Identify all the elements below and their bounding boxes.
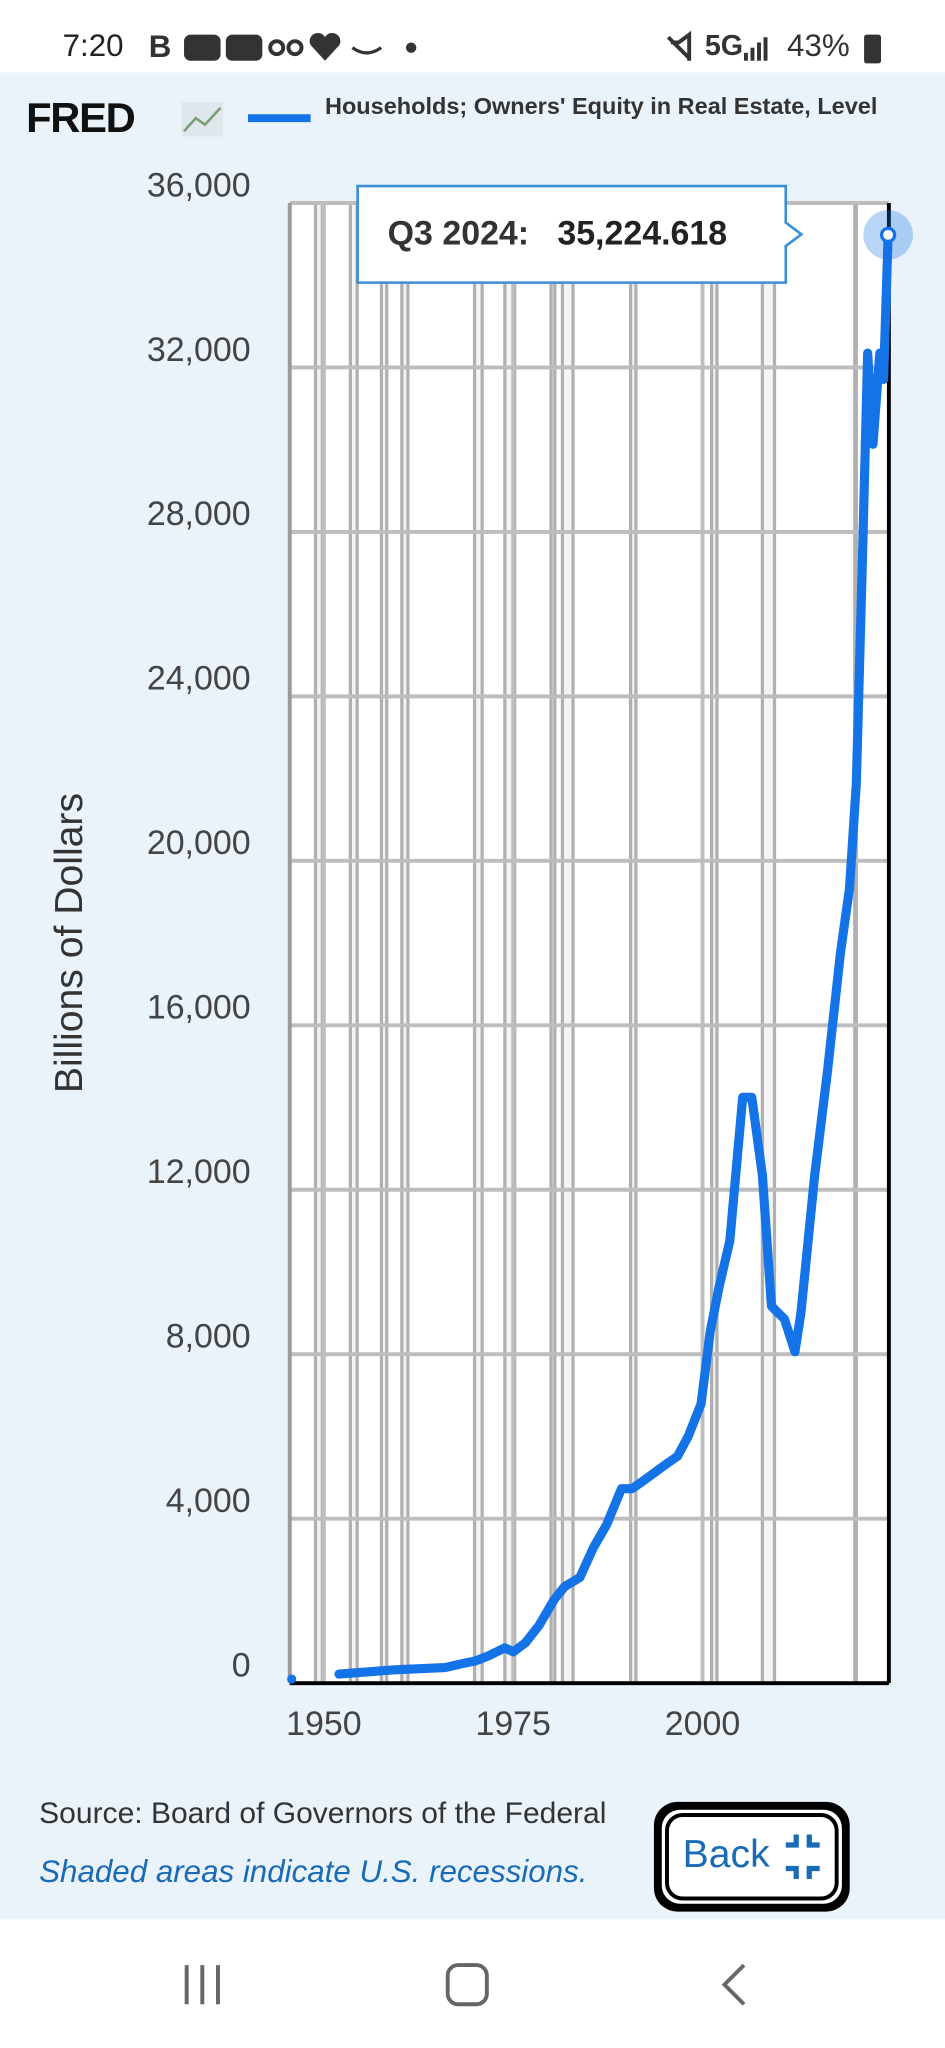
- recession-band: [628, 201, 638, 1685]
- y-tick-label: 16,000: [147, 989, 251, 1027]
- nav-recents[interactable]: [184, 1965, 220, 2005]
- legend-label: Households; Owners' Equity in Real Estat…: [325, 93, 877, 119]
- back-button[interactable]: Back: [653, 1801, 850, 1912]
- series-line: [334, 230, 893, 1679]
- y-tick-label: 32,000: [147, 331, 251, 369]
- y-tick-label: 0: [232, 1646, 251, 1684]
- status-battery: 43%: [787, 28, 850, 63]
- y-tick-label: 20,000: [147, 824, 251, 862]
- highlight-point: [879, 226, 897, 244]
- recession-band: [710, 201, 719, 1685]
- logo-icon: [181, 102, 224, 137]
- source-text: Source: Board of Governors of the Federa…: [39, 1797, 606, 1830]
- y-axis-label: Billions of Dollars: [48, 793, 91, 1093]
- svg-text:B: B: [149, 29, 172, 64]
- tooltip-value: 35,224.618: [557, 215, 727, 253]
- y-tick-label: 24,000: [147, 660, 251, 698]
- tooltip: Q3 2024: 35,224.618: [356, 184, 804, 284]
- tooltip-period: Q3 2024:: [388, 215, 529, 253]
- nav-back[interactable]: [721, 1963, 746, 2006]
- recession-note: Shaded areas indicate U.S. recessions.: [39, 1854, 587, 1889]
- notification-icons: B: [149, 29, 417, 64]
- status-network: 5G: [705, 30, 743, 62]
- recession-band: [560, 201, 575, 1685]
- y-tick-label: 36,000: [147, 166, 251, 204]
- x-tick-label: 2000: [665, 1705, 740, 1743]
- recession-band: [348, 201, 359, 1685]
- recession-band: [379, 201, 389, 1685]
- recession-band: [400, 201, 410, 1685]
- recession-band: [472, 201, 484, 1685]
- y-tick-label: 12,000: [147, 1153, 251, 1191]
- x-tick-label: 1950: [286, 1705, 361, 1743]
- system-icons: [666, 30, 882, 64]
- y-tick-label: 4,000: [166, 1482, 251, 1520]
- y-tick-label: 28,000: [147, 495, 251, 533]
- recession-band: [760, 201, 777, 1685]
- recession-band: [549, 201, 557, 1685]
- plot-area: [289, 202, 889, 1684]
- recession-band: [313, 201, 324, 1685]
- recession-band: [853, 201, 858, 1685]
- tooltip-box: [356, 184, 804, 284]
- fred-logo: FRED: [26, 94, 135, 141]
- nav-bar: [0, 1919, 945, 2048]
- status-time: 7:20: [63, 28, 124, 63]
- nav-home[interactable]: [445, 1963, 489, 2007]
- legend: Households; Owners' Equity in Real Estat…: [247, 93, 877, 123]
- x-tick-label: 1975: [475, 1705, 550, 1743]
- y-tick-label: 8,000: [166, 1318, 251, 1356]
- back-button-label[interactable]: Back: [683, 1833, 770, 1876]
- plot: 0 4,000 8,000 12,000 16,000 20,000 24,000 28,00…: [147, 166, 913, 1743]
